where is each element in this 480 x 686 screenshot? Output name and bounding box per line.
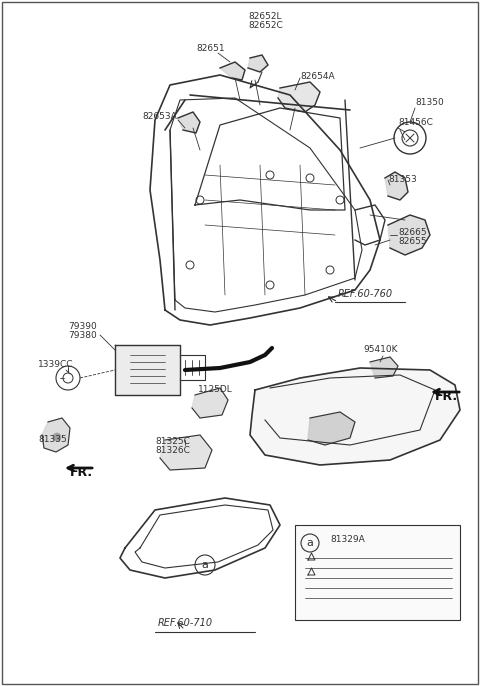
Text: 82653A: 82653A — [142, 112, 177, 121]
Polygon shape — [160, 435, 212, 470]
Text: a: a — [202, 560, 208, 570]
Polygon shape — [370, 357, 398, 378]
Text: FR.: FR. — [70, 466, 93, 479]
Text: 79390: 79390 — [68, 322, 97, 331]
Text: 82652L: 82652L — [248, 12, 281, 21]
Circle shape — [53, 433, 61, 441]
Text: 82652C: 82652C — [248, 21, 283, 30]
Text: REF.60-710: REF.60-710 — [158, 618, 213, 628]
Polygon shape — [278, 82, 320, 112]
Text: 82654A: 82654A — [300, 72, 335, 81]
Text: 1125DL: 1125DL — [198, 385, 233, 394]
Text: 82655: 82655 — [398, 237, 427, 246]
Polygon shape — [385, 172, 408, 200]
Text: FR.: FR. — [435, 390, 458, 403]
Text: 81325C: 81325C — [155, 437, 190, 446]
Polygon shape — [42, 418, 70, 452]
Polygon shape — [178, 112, 200, 133]
Text: 81353: 81353 — [388, 175, 417, 184]
Text: 95410K: 95410K — [363, 345, 397, 354]
Polygon shape — [115, 345, 180, 395]
Polygon shape — [220, 62, 245, 80]
Text: 82665: 82665 — [398, 228, 427, 237]
Polygon shape — [388, 215, 430, 255]
Polygon shape — [248, 55, 268, 72]
Text: 81335: 81335 — [38, 435, 67, 444]
Text: 81326C: 81326C — [155, 446, 190, 455]
Text: 81350: 81350 — [415, 98, 444, 107]
Polygon shape — [308, 412, 355, 445]
Text: a: a — [307, 538, 313, 548]
Text: 1339CC: 1339CC — [38, 360, 73, 369]
Text: 79380: 79380 — [68, 331, 97, 340]
Polygon shape — [250, 368, 460, 465]
Polygon shape — [192, 388, 228, 418]
Text: 81329A: 81329A — [330, 535, 365, 544]
FancyBboxPatch shape — [295, 525, 460, 620]
Text: 82651: 82651 — [196, 44, 225, 53]
Text: REF.60-760: REF.60-760 — [338, 289, 393, 299]
Text: 81456C: 81456C — [398, 118, 433, 127]
